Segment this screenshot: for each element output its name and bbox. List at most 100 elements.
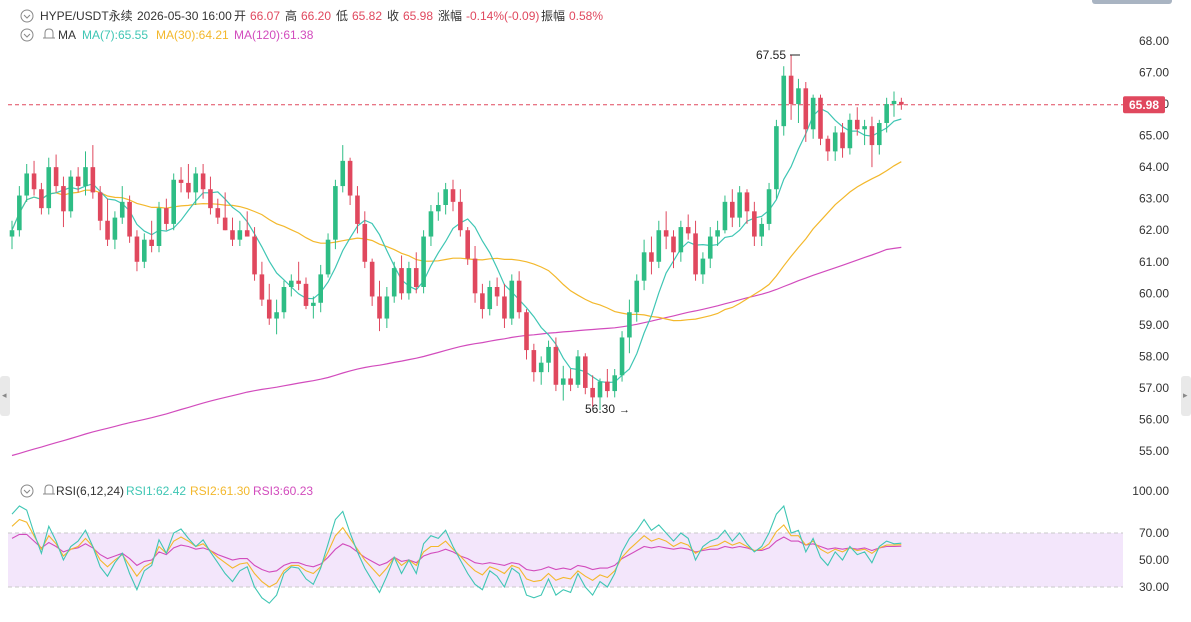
candle-body xyxy=(421,236,426,287)
candle xyxy=(311,296,316,319)
candle-body xyxy=(281,287,287,313)
candle xyxy=(590,375,595,407)
candle-body xyxy=(230,230,235,240)
candle xyxy=(884,97,889,133)
ma-legend[interactable]: MA MA(7):65.55 MA(30):64.21 MA(120):61.3… xyxy=(20,28,314,42)
candle-body xyxy=(737,192,742,218)
candle-body xyxy=(200,173,206,190)
candle xyxy=(355,186,360,234)
candle xyxy=(678,220,684,262)
candle-body xyxy=(641,252,647,281)
candle-body xyxy=(149,239,154,246)
rsi-tick-label: 30.00 xyxy=(1139,580,1169,594)
candle-body xyxy=(134,236,140,262)
candle-body xyxy=(810,97,816,130)
candle xyxy=(333,179,338,250)
amp-value: 0.58% xyxy=(569,9,603,23)
candle xyxy=(281,280,287,319)
header-row: HYPE/USDT永续 2026-05-30 16:00 开 66.07 高 6… xyxy=(20,8,603,23)
candle-body xyxy=(193,173,199,193)
change-value: -0.14%(-0.09) xyxy=(466,9,539,23)
price-tick-label: 62.00 xyxy=(1139,223,1169,237)
rsi-tick-label: 100.00 xyxy=(1132,484,1169,498)
chevron-right-icon: ▸ xyxy=(1183,390,1188,400)
candle xyxy=(24,164,29,202)
toolbar-tab[interactable] xyxy=(1092,0,1172,4)
candle-body xyxy=(796,88,801,105)
ma7-value: MA(7):65.55 xyxy=(82,28,148,42)
candle-body xyxy=(311,302,316,306)
candle xyxy=(502,283,507,328)
candle xyxy=(759,217,764,246)
candle xyxy=(568,369,573,392)
bell-icon xyxy=(43,484,55,495)
candle xyxy=(127,195,132,243)
rsi-tick-label: 70.00 xyxy=(1139,526,1169,540)
candle xyxy=(450,179,456,212)
candle-body xyxy=(164,208,169,224)
candle-body xyxy=(443,189,448,205)
rsi-tick-label: 50.00 xyxy=(1139,553,1169,567)
candle xyxy=(465,227,470,265)
candle xyxy=(774,119,779,199)
scroll-right-handle[interactable]: ▸ xyxy=(1181,376,1191,416)
candle xyxy=(597,378,603,410)
candle-body xyxy=(730,201,735,218)
candle xyxy=(421,230,426,294)
candle xyxy=(384,287,390,328)
candle-body xyxy=(90,167,96,193)
candle-body xyxy=(774,126,779,190)
candle-body xyxy=(333,186,338,240)
candle xyxy=(46,157,52,215)
candle xyxy=(715,220,720,246)
candle xyxy=(818,94,823,146)
candle-body xyxy=(803,88,809,130)
low-value: 65.82 xyxy=(352,9,382,23)
candle xyxy=(877,119,882,155)
candle xyxy=(266,283,272,325)
candle-body xyxy=(649,252,654,262)
candle xyxy=(516,271,522,319)
candle xyxy=(347,157,353,205)
candle xyxy=(362,211,368,269)
candle xyxy=(428,205,434,246)
chevron-down-icon xyxy=(23,14,31,19)
candle-body xyxy=(568,378,573,385)
candle-body xyxy=(759,223,764,237)
candle-body xyxy=(627,312,632,338)
scroll-left-handle[interactable]: ◂ xyxy=(0,376,10,416)
rsi1-value: RSI1:62.42 xyxy=(126,484,186,498)
rsi-axis: 100.00 70.00 50.00 30.00 xyxy=(1132,484,1169,594)
candle-body xyxy=(340,160,346,187)
candle xyxy=(553,337,559,392)
candle-body xyxy=(722,201,728,231)
candle xyxy=(377,280,382,332)
candle xyxy=(68,170,74,218)
candle xyxy=(413,252,419,294)
candle-body xyxy=(546,346,551,363)
candle-body xyxy=(266,299,272,319)
candle xyxy=(730,189,735,228)
candle-body xyxy=(854,119,860,130)
candle xyxy=(391,261,397,303)
arrow-right-icon: → xyxy=(619,404,630,416)
candle-body xyxy=(538,362,544,373)
candle-body xyxy=(171,179,176,224)
candle-body xyxy=(869,126,875,146)
candle-body xyxy=(494,287,500,297)
candle xyxy=(83,151,88,196)
candle-body xyxy=(156,208,162,246)
close-value: 65.98 xyxy=(403,9,433,23)
candle-body xyxy=(590,387,595,398)
candle xyxy=(193,167,199,205)
candle xyxy=(90,145,96,199)
price-tick-label: 67.00 xyxy=(1139,66,1169,80)
candle xyxy=(443,182,448,215)
candle xyxy=(634,274,640,322)
candle xyxy=(862,119,867,146)
rsi-legend[interactable]: RSI(6,12,24) RSI1:62.42 RSI2:61.30 RSI3:… xyxy=(20,484,313,498)
candle xyxy=(649,236,654,275)
candle-body xyxy=(355,195,360,224)
candle-body xyxy=(436,205,441,212)
